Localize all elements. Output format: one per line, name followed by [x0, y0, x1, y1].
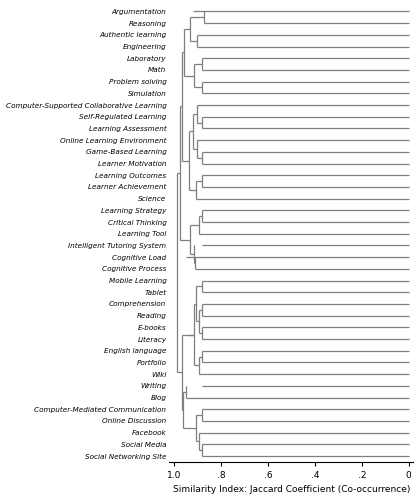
X-axis label: Similarity Index: Jaccard Coefficient (Co-occurrence): Similarity Index: Jaccard Coefficient (C…	[173, 486, 410, 494]
